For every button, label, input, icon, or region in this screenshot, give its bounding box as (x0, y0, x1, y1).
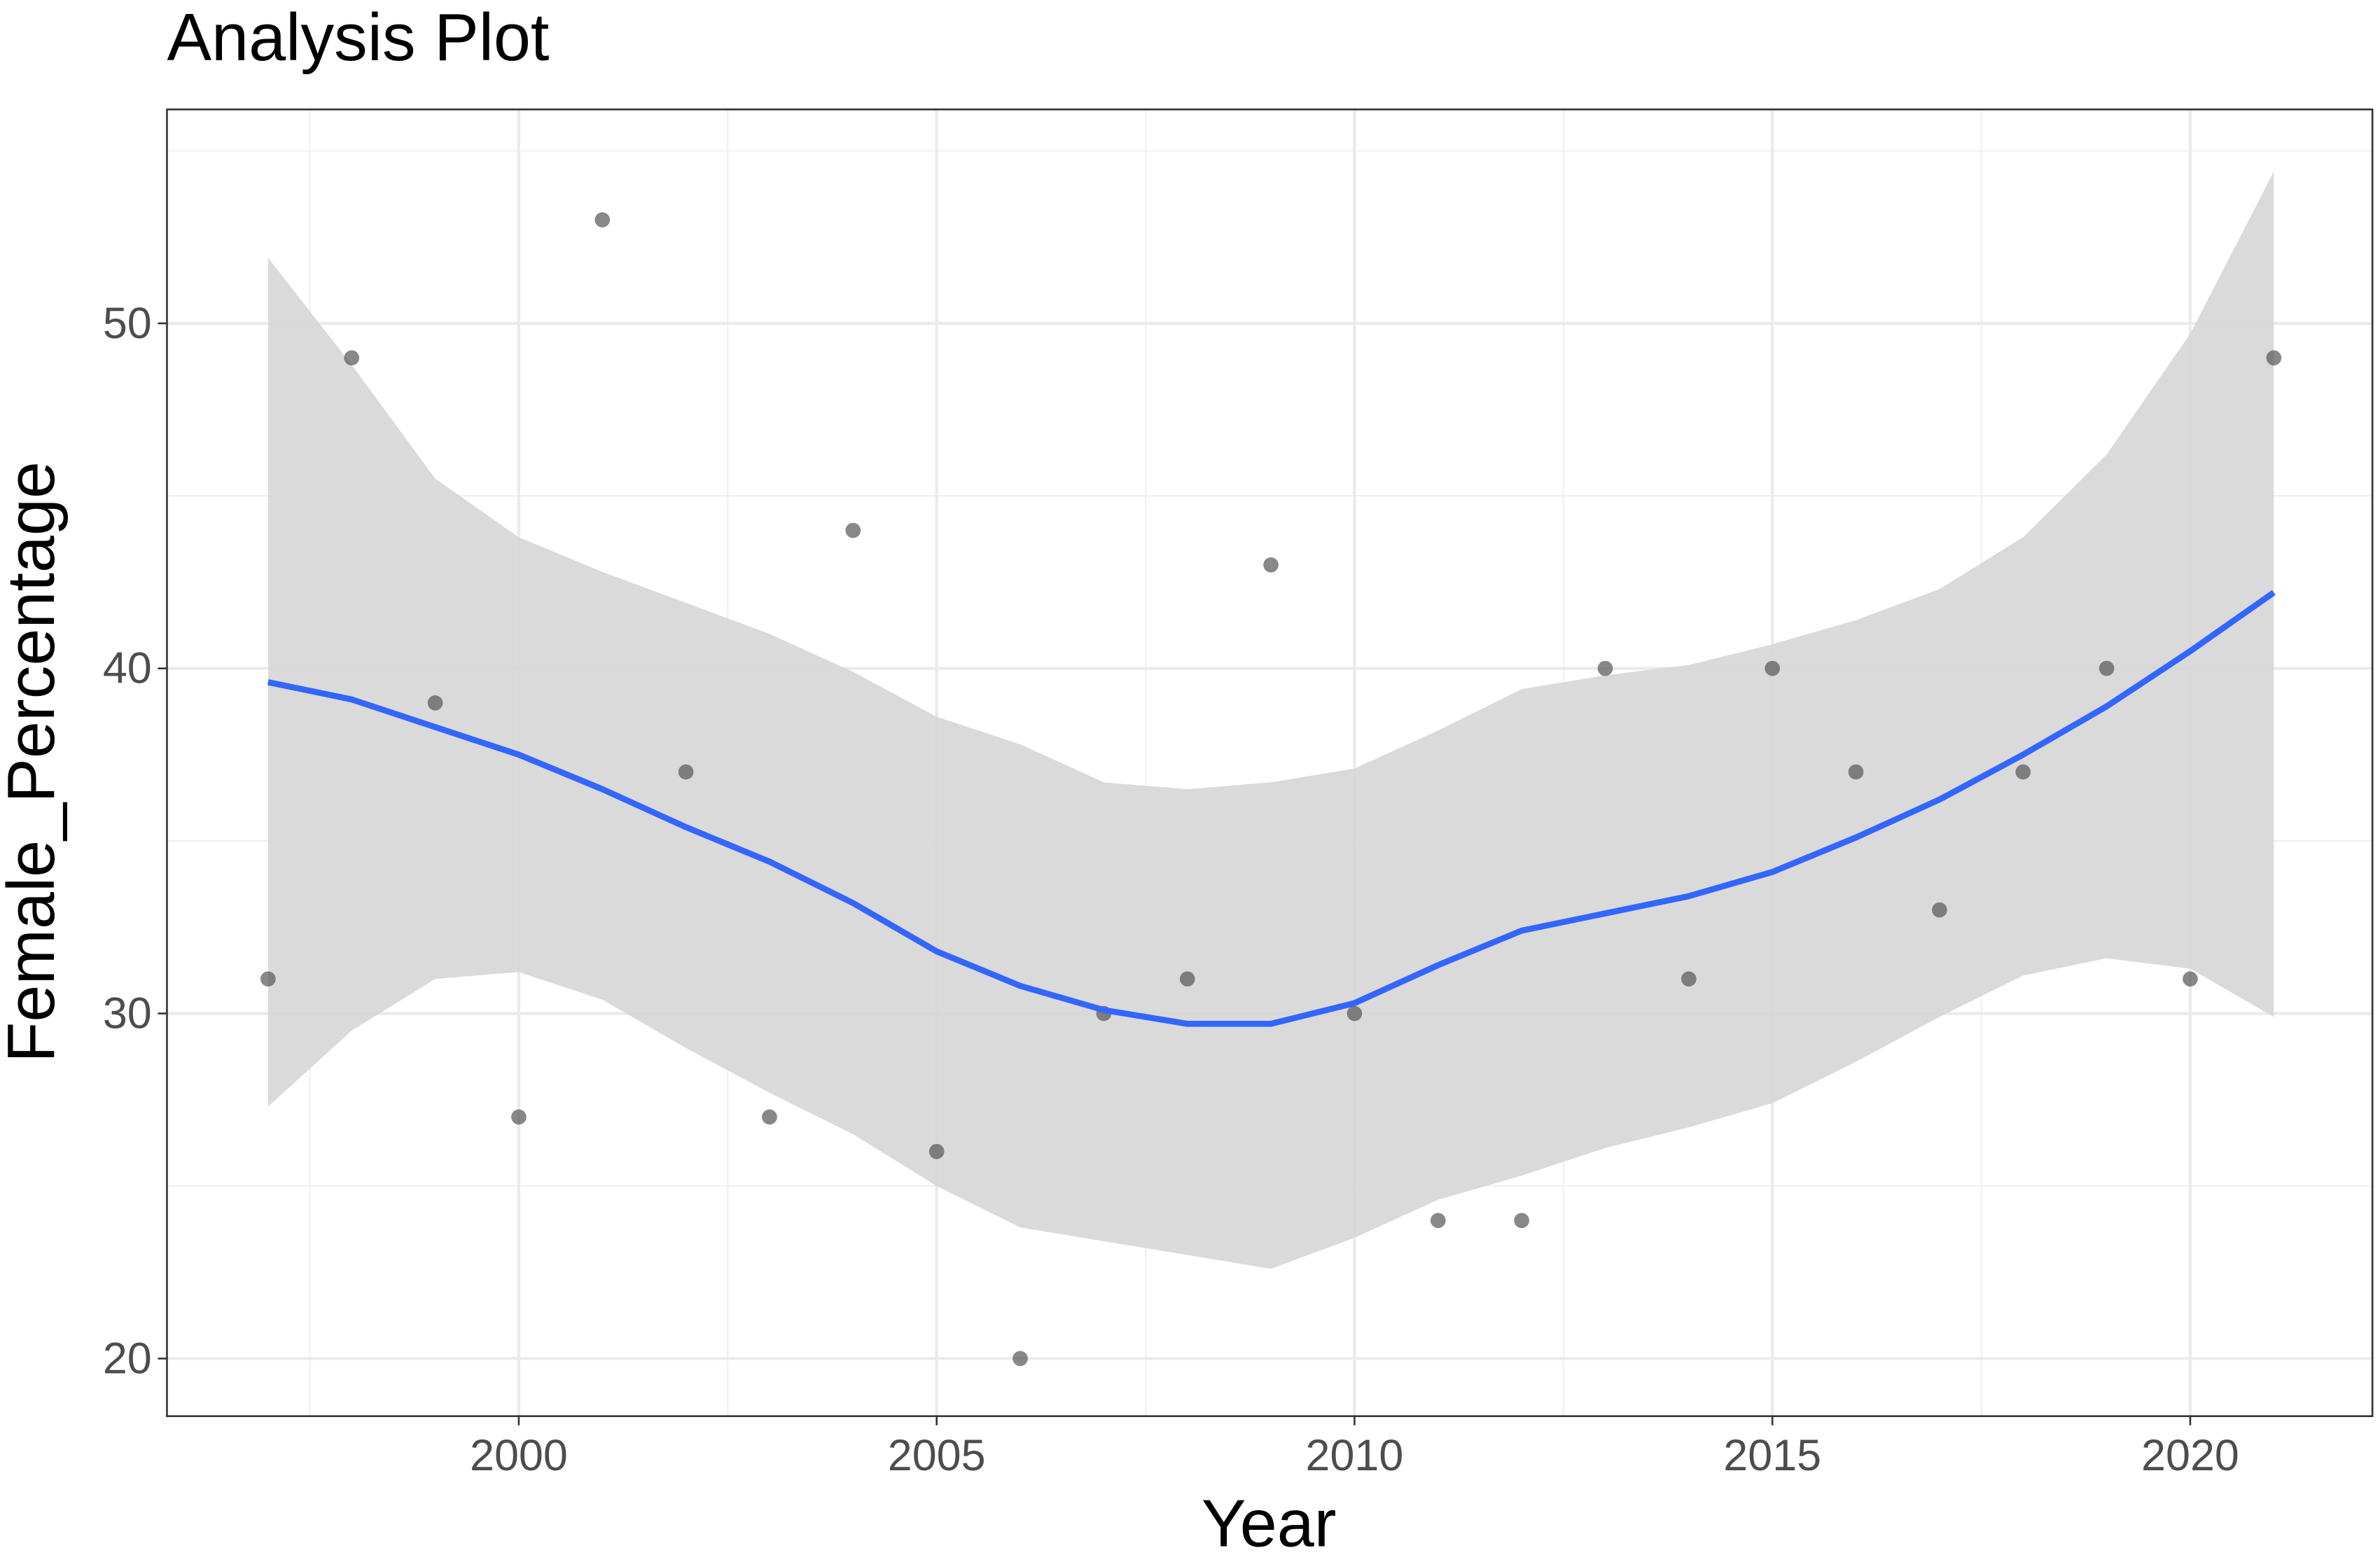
x-tick-label: 2015 (1723, 1431, 1821, 1480)
point (1932, 902, 1947, 918)
point (1346, 1005, 1363, 1021)
point (2183, 971, 2198, 987)
x-tick-label: 2005 (888, 1431, 986, 1480)
point (427, 695, 443, 711)
x-tick-label: 2020 (2141, 1431, 2239, 1480)
point (1430, 1213, 1446, 1229)
point (344, 350, 360, 365)
y-tick-label: 30 (103, 989, 152, 1038)
point (1514, 1213, 1529, 1229)
x-axis-label: Year (1202, 1486, 1337, 1561)
y-tick-label: 40 (103, 644, 152, 693)
point (2266, 350, 2282, 365)
point (928, 1143, 945, 1159)
chart-title: Analysis Plot (167, 1, 549, 75)
point (511, 1109, 527, 1125)
point (1848, 764, 1864, 780)
point (2099, 660, 2115, 676)
x-tick-label: 2000 (470, 1431, 568, 1480)
point (1012, 1351, 1028, 1367)
x-tick-label: 2010 (1306, 1431, 1404, 1480)
point (2015, 764, 2031, 780)
smooth-line (267, 590, 2276, 1027)
confidence-band (267, 171, 2274, 1269)
point (762, 1109, 777, 1125)
point (260, 971, 276, 987)
point (1179, 971, 1195, 987)
y-tick-label: 20 (103, 1334, 152, 1383)
point (1597, 660, 1613, 676)
y-tick-label: 50 (103, 299, 152, 348)
point (1263, 557, 1279, 573)
y-axis-label: Female_Percentage (0, 461, 69, 1063)
point (678, 764, 694, 780)
point (1765, 660, 1781, 676)
point (845, 522, 861, 538)
panel-border (166, 108, 2374, 1417)
point (594, 212, 611, 228)
point (1681, 971, 1697, 987)
